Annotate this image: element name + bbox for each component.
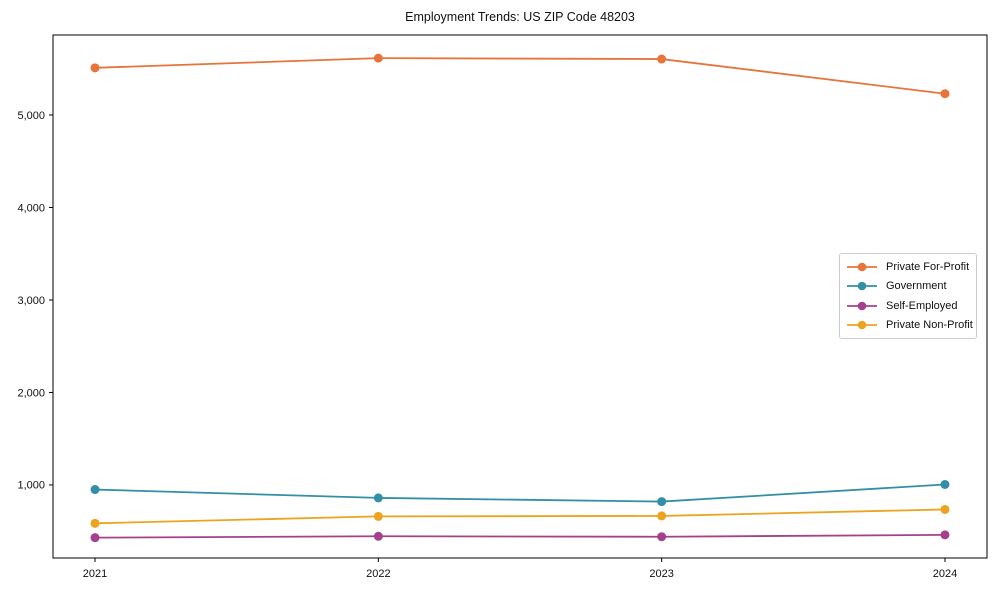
data-point-private-non-profit-2023	[657, 511, 667, 521]
data-point-private-for-profit-2022	[373, 53, 383, 63]
data-point-self-employed-2021	[90, 533, 100, 543]
data-point-self-employed-2022	[373, 531, 383, 541]
legend-marker-private-non-profit	[857, 320, 867, 330]
x-tick-label: 2022	[366, 568, 390, 580]
series-line-private-non-profit	[95, 508, 945, 525]
legend-label-private-for-profit: Private For-Profit	[886, 260, 970, 273]
legend: Private For-Profit Government Self-Employe…	[839, 253, 977, 339]
data-point-private-for-profit-2024	[940, 89, 950, 99]
legend-marker-self-employed	[857, 301, 867, 311]
data-point-private-for-profit-2023	[657, 54, 667, 64]
legend-label-self-employed: Self-Employed	[886, 299, 958, 312]
legend-sample-self-employed	[847, 301, 877, 311]
y-tick-label: 4,000	[17, 202, 45, 214]
data-point-private-non-profit-2024	[940, 504, 950, 514]
series-line-self-employed	[95, 533, 945, 539]
data-point-self-employed-2024	[940, 530, 950, 540]
legend-item-private-for-profit: Private For-Profit	[846, 257, 970, 277]
data-point-private-non-profit-2021	[90, 518, 100, 528]
y-tick-label: 5,000	[17, 110, 45, 122]
legend-sample-private-for-profit	[847, 262, 877, 272]
x-tick-label: 2021	[83, 568, 107, 580]
legend-label-private-non-profit: Private Non-Profit	[886, 319, 973, 332]
y-tick-label: 1,000	[17, 480, 45, 492]
legend-item-self-employed: Self-Employed	[846, 296, 970, 316]
legend-marker-government	[857, 281, 867, 291]
legend-sample-government	[847, 281, 877, 291]
x-tick-label: 2023	[649, 568, 673, 580]
data-point-private-for-profit-2021	[90, 63, 100, 73]
data-point-self-employed-2023	[657, 532, 667, 542]
series-line-private-for-profit	[94, 57, 946, 95]
legend-marker-private-for-profit	[857, 262, 867, 272]
legend-label-government: Government	[886, 280, 947, 293]
series-line-government	[95, 483, 946, 503]
legend-sample-private-non-profit	[847, 320, 877, 330]
data-point-government-2022	[373, 493, 383, 503]
x-tick-label: 2024	[933, 568, 957, 580]
data-point-government-2024	[940, 479, 950, 489]
y-tick-label: 3,000	[17, 295, 45, 307]
y-tick-label: 2,000	[17, 387, 45, 399]
legend-item-government: Government	[846, 277, 970, 297]
legend-item-private-non-profit: Private Non-Profit	[846, 316, 973, 336]
plot-border	[52, 34, 988, 559]
data-point-private-non-profit-2022	[373, 511, 383, 521]
data-point-government-2021	[90, 485, 100, 495]
data-point-government-2023	[657, 497, 667, 507]
chart-title: Employment Trends: US ZIP Code 48203	[405, 10, 635, 24]
